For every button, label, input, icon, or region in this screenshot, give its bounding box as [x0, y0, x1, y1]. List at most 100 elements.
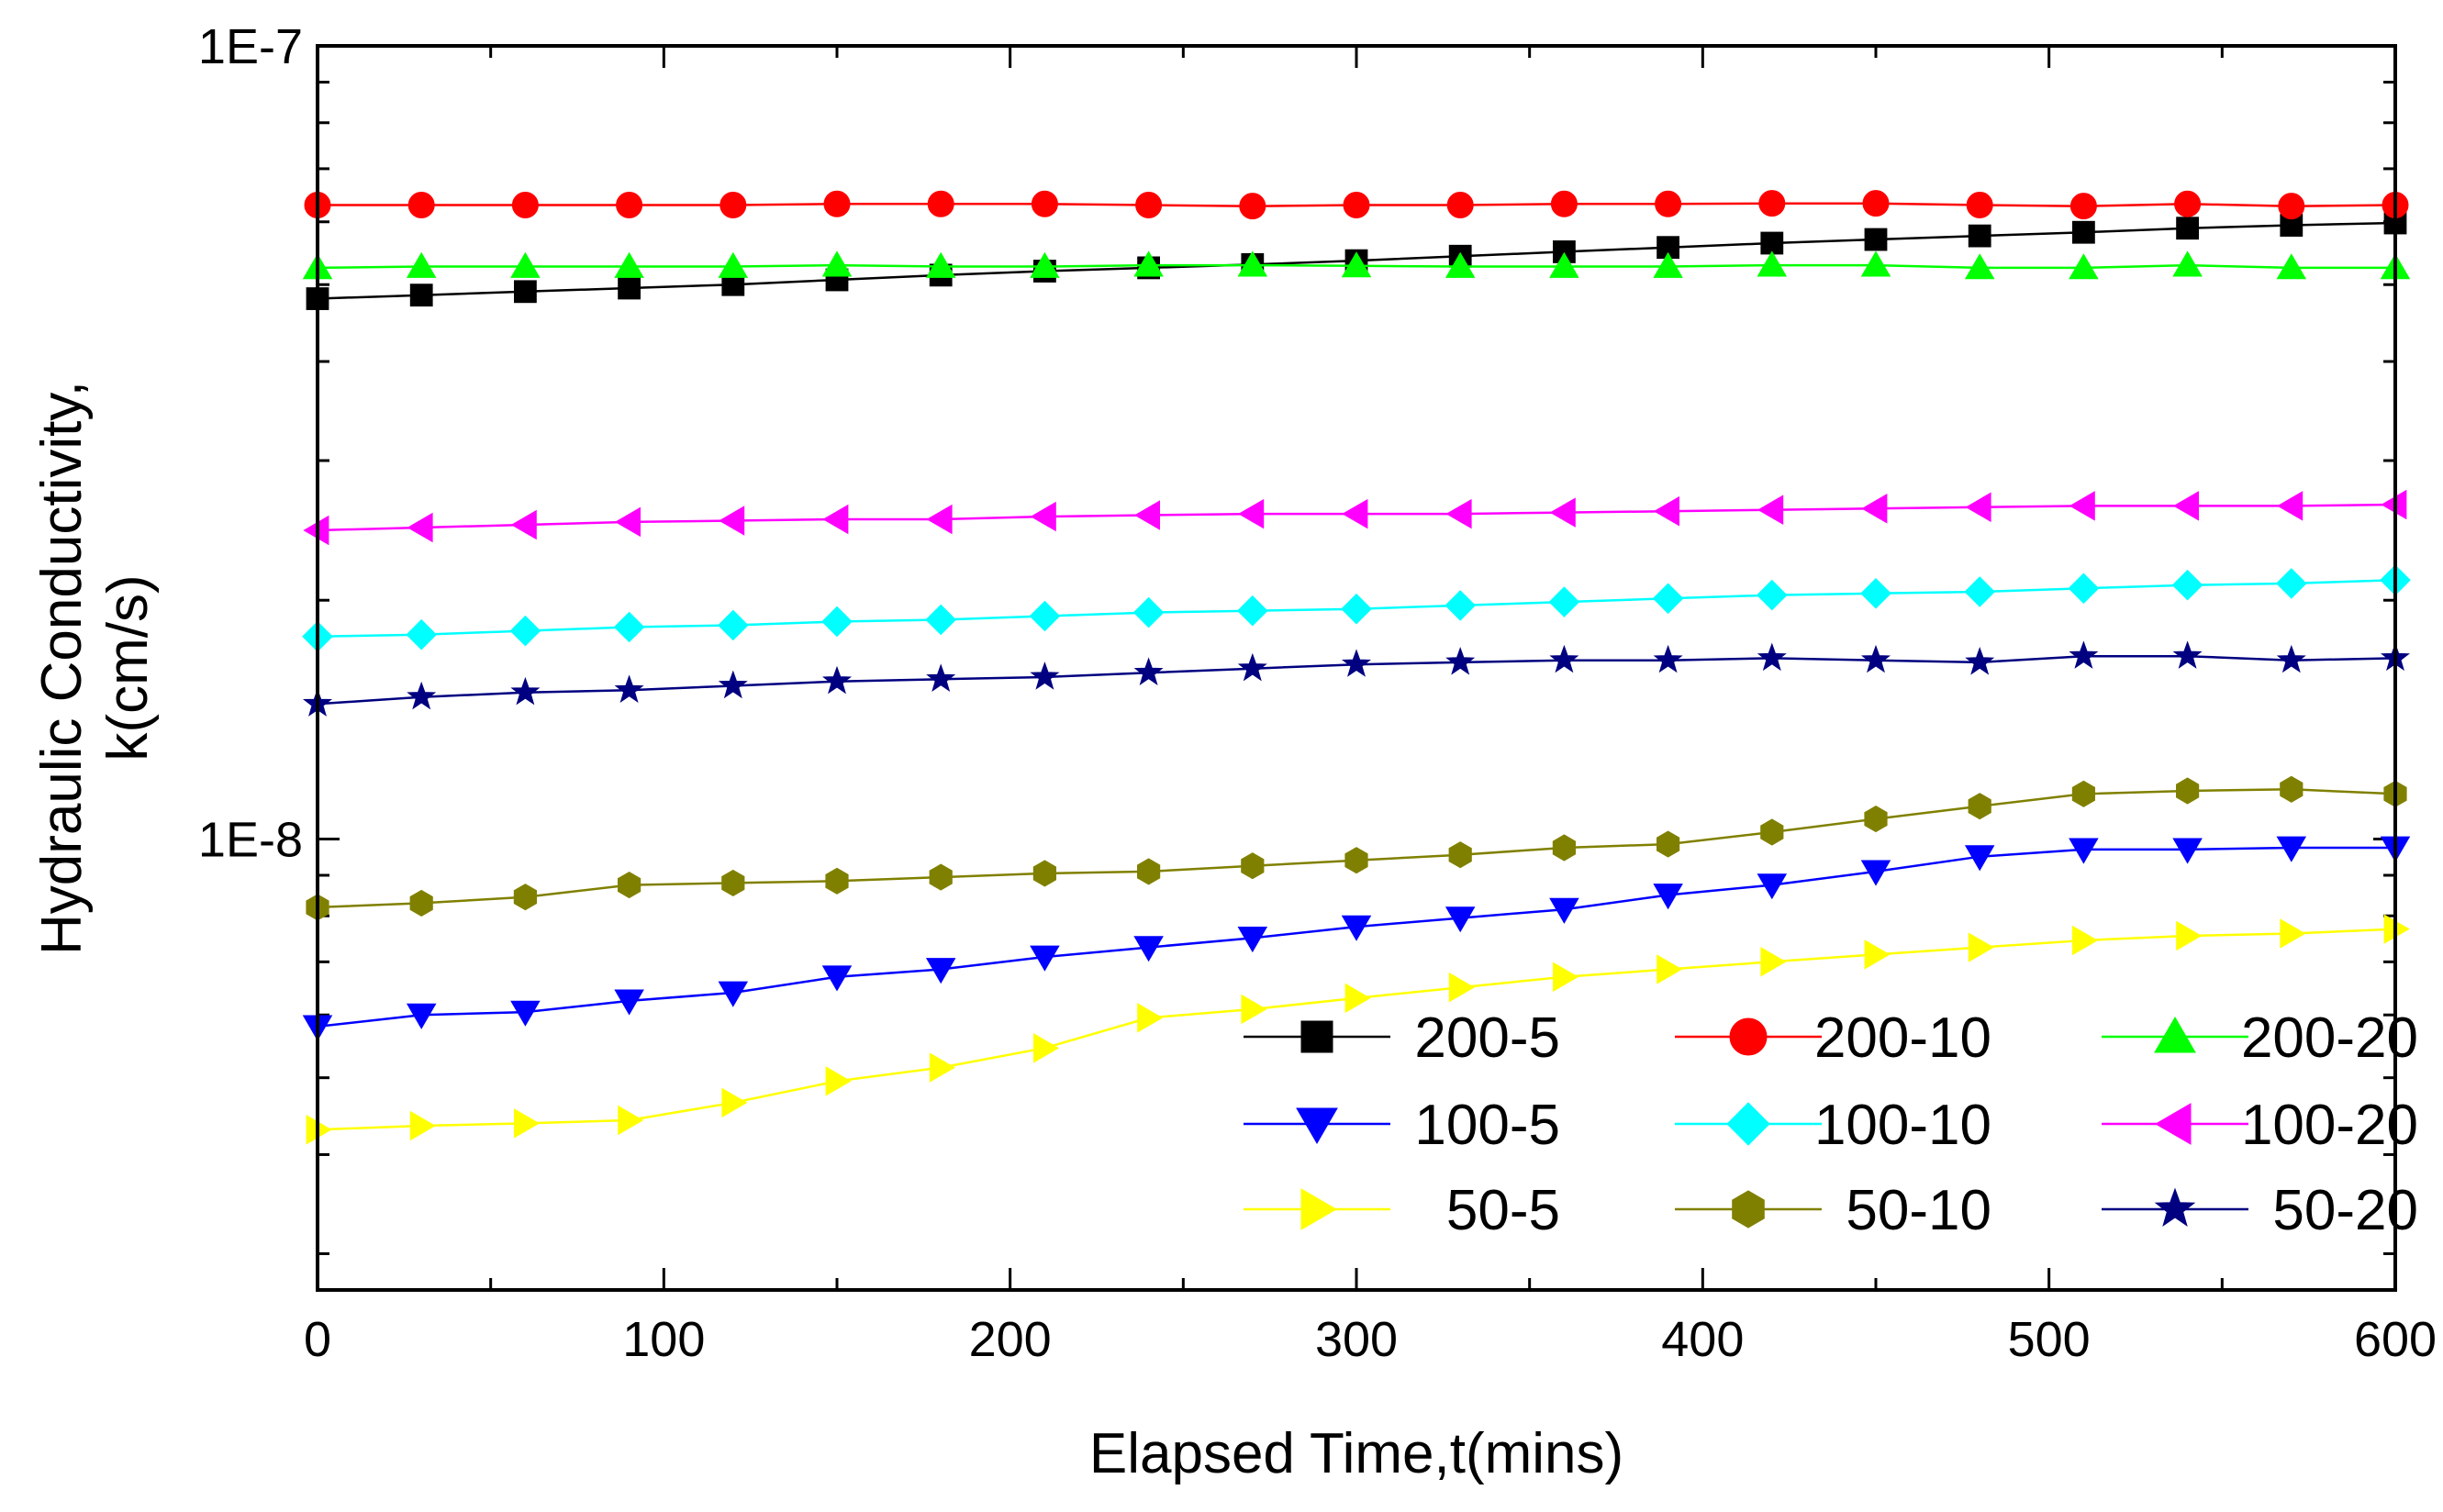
data-point-100-20 [926, 504, 953, 535]
data-point-100-20 [1342, 498, 1368, 529]
data-point-200-20 [1860, 250, 1891, 277]
legend: 200-5 200-10 200-20 100-5 100-10 100-20 50-5 50… [1244, 1006, 2418, 1242]
data-point-200-20 [718, 251, 749, 278]
data-point-50-10 [1344, 847, 1368, 874]
data-point-100-20 [2172, 491, 2199, 521]
data-point-100-5 [614, 989, 644, 1016]
legend-item-100-5: 100-5 [1244, 1094, 1560, 1157]
data-point-200-10 [616, 191, 643, 218]
data-point-50-10 [1552, 834, 1576, 862]
y-tick-label: 1E-7 [198, 19, 303, 74]
y-axis-title-line2: k(cm/s) [96, 574, 160, 761]
data-point-100-5 [1860, 860, 1891, 886]
data-point-50-5 [1448, 972, 1475, 1003]
data-point-100-20 [2277, 491, 2304, 521]
data-point-200-5 [1760, 231, 1784, 255]
data-point-50-20 [1549, 644, 1579, 673]
data-point-50-20 [407, 681, 437, 710]
data-point-100-5 [2069, 838, 2099, 864]
series-50-5 [306, 914, 2410, 1145]
data-point-100-20 [1861, 494, 1888, 524]
data-point-200-10 [1446, 191, 1474, 218]
data-point-200-20 [1445, 251, 1476, 278]
data-point-200-10 [1655, 190, 1682, 217]
data-point-200-10 [1031, 190, 1058, 217]
data-point-200-10 [1343, 191, 1370, 218]
data-point-200-20 [1549, 251, 1579, 278]
data-point-100-10 [613, 611, 645, 643]
data-point-200-5 [618, 276, 641, 300]
data-point-50-10 [2176, 777, 2200, 805]
data-point-100-5 [1133, 936, 1164, 962]
data-point-200-10 [1966, 191, 1993, 218]
data-point-50-10 [825, 867, 849, 895]
series-200-5 [306, 211, 2407, 310]
data-point-50-20 [718, 670, 748, 699]
data-point-50-20 [1860, 644, 1891, 673]
data-point-50-20 [510, 676, 541, 706]
data-point-100-10 [1756, 579, 1788, 611]
data-point-50-5 [1033, 1033, 1060, 1063]
data-point-50-10 [1241, 852, 1265, 880]
data-point-100-20 [719, 506, 745, 536]
data-point-200-5 [2072, 220, 2095, 244]
data-point-50-20 [2276, 644, 2306, 673]
data-point-200-10 [1862, 190, 1890, 217]
data-point-100-5 [1653, 884, 1683, 910]
legend-label: 200-10 [1814, 1006, 1991, 1070]
data-point-100-10 [1341, 593, 1372, 625]
data-point-50-5 [825, 1066, 852, 1096]
data-point-200-10 [1239, 193, 1266, 220]
data-point-50-5 [1553, 962, 1579, 993]
x-tick-label: 300 [1315, 1312, 1398, 1367]
data-point-200-10 [1135, 191, 1163, 218]
data-point-100-10 [1445, 590, 1477, 621]
legend-label: 200-5 [1414, 1006, 1560, 1070]
legend-item-100-10: 100-10 [1675, 1094, 1991, 1157]
data-point-200-10 [720, 191, 747, 218]
data-point-100-20 [1549, 497, 1576, 528]
data-point-50-10 [409, 889, 433, 917]
data-point-50-10 [1968, 793, 1991, 820]
data-point-200-20 [1964, 253, 1995, 280]
plot-frame [316, 44, 2397, 1292]
legend-label: 100-10 [1814, 1094, 1991, 1157]
data-point-200-10 [1550, 190, 1578, 217]
data-point-50-5 [1241, 994, 1267, 1025]
legend-item-100-20: 100-20 [2102, 1094, 2418, 1157]
data-point-50-20 [2172, 640, 2203, 669]
data-point-100-10 [2275, 568, 2307, 599]
legend-marker [1732, 1190, 1765, 1228]
data-point-100-5 [406, 1003, 437, 1029]
data-point-50-5 [2176, 920, 2203, 951]
data-point-200-20 [2276, 253, 2307, 280]
data-point-200-20 [1757, 250, 1788, 277]
data-point-50-5 [1760, 947, 1787, 977]
legend-marker [1296, 1107, 1338, 1144]
data-point-200-10 [2278, 193, 2305, 220]
data-point-50-5 [514, 1108, 541, 1139]
data-point-100-5 [1341, 915, 1372, 941]
data-point-200-20 [2172, 250, 2203, 277]
data-point-100-5 [925, 958, 956, 984]
data-point-50-20 [1965, 647, 1995, 675]
data-point-100-5 [1445, 906, 1476, 933]
data-point-50-20 [1237, 652, 1267, 682]
data-point-100-5 [1030, 945, 1060, 972]
data-point-100-20 [1133, 500, 1160, 530]
data-point-100-5 [1964, 845, 1995, 872]
data-point-100-20 [510, 509, 537, 540]
legend-label: 50-10 [1846, 1179, 1991, 1242]
data-point-200-5 [514, 280, 537, 304]
data-point-50-10 [1032, 860, 1056, 887]
series-100-5 [302, 836, 2411, 1041]
data-point-50-10 [929, 863, 953, 891]
data-point-50-5 [2280, 918, 2306, 949]
axis-ticks [316, 44, 2397, 1290]
data-point-50-10 [1657, 830, 1680, 858]
data-point-200-20 [1653, 251, 1683, 278]
data-point-200-10 [927, 190, 954, 217]
data-point-50-20 [926, 663, 956, 693]
data-point-200-5 [1864, 228, 1888, 251]
data-point-100-5 [1237, 927, 1268, 953]
